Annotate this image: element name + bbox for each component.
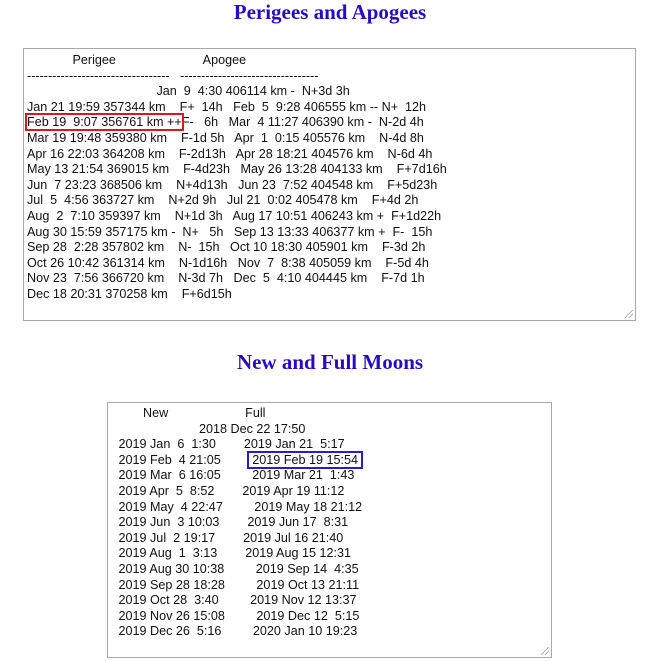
text-line: Oct 26 10:42 361314 km N-1d16h Nov 7 8:3… bbox=[27, 255, 429, 270]
text-line: 2019 Dec 26 5:16 2020 Jan 10 19:23 bbox=[108, 624, 358, 639]
text-line: 2019 Oct 28 3:40 2019 Nov 12 13:37 bbox=[108, 593, 357, 608]
text-line: 2019 Aug 30 10:38 2019 Sep 14 4:35 bbox=[108, 561, 359, 576]
line-rest: F- 6h Mar 4 11:27 406390 km - N-2d 4h bbox=[181, 115, 424, 130]
text-line: 2019 Jul 2 19:17 2019 Jul 16 21:40 bbox=[108, 530, 344, 545]
perigees-apogees-title: Perigees and Apogees bbox=[233, 0, 427, 24]
text-line: Sep 28 2:28 357802 km N- 15h Oct 10 18:3… bbox=[27, 240, 426, 255]
text-line: Nov 23 7:56 366720 km N-3d 7h Dec 5 4:10… bbox=[27, 271, 425, 286]
text-line: 2019 Apr 5 8:52 2019 Apr 19 11:12 bbox=[108, 483, 345, 498]
text-line: Jun 7 23:23 368506 km N+4d13h Jun 23 7:5… bbox=[27, 177, 438, 192]
text-line: Aug 2 7:10 359397 km N+1d 3h Aug 17 10:5… bbox=[27, 208, 442, 223]
text-line: 2019 Feb 4 21:05 2019 Feb 19 15:54 bbox=[108, 450, 364, 469]
text-line: Dec 18 20:31 370258 km F+6d15h bbox=[27, 286, 232, 301]
highlighted-perigee: Feb 19 9:07 356761 km ++ bbox=[25, 113, 184, 132]
text-line: 2018 Dec 22 17:50 bbox=[108, 421, 306, 436]
resize-handle[interactable] bbox=[625, 310, 633, 318]
text-line: 2019 Aug 1 3:13 2019 Aug 15 12:31 bbox=[108, 546, 351, 561]
text-line: Perigee Apogee bbox=[27, 53, 247, 67]
new-full-moons-title: New and Full Moons bbox=[236, 350, 424, 374]
text-line: May 13 21:54 369015 km F-4d23h May 26 13… bbox=[27, 162, 447, 177]
text-line: Apr 16 22:03 364208 km F-2d13h Apr 28 18… bbox=[27, 146, 433, 161]
resize-handle[interactable] bbox=[541, 647, 549, 655]
text-line: Jul 5 4:56 363727 km N+2d 9h Jul 21 0:02… bbox=[27, 193, 419, 208]
text-line: 2019 Jun 3 10:03 2019 Jun 17 8:31 bbox=[108, 515, 349, 530]
text-line: 2019 Mar 6 16:05 2019 Mar 21 1:43 bbox=[108, 468, 355, 483]
text-line: Mar 19 19:48 359380 km F-1d 5h Apr 1 0:1… bbox=[27, 130, 424, 145]
text-line: New Full bbox=[108, 406, 266, 420]
text-line: 2019 Jan 6 1:30 2019 Jan 21 5:17 bbox=[108, 437, 345, 452]
text-line: ---------------------------------- -----… bbox=[27, 68, 319, 83]
text-line: Feb 19 9:07 356761 km ++F- 6h Mar 4 11:2… bbox=[25, 113, 447, 132]
text-line: Jan 21 19:59 357344 km F+ 14h Feb 5 9:28… bbox=[27, 99, 427, 114]
highlighted-full-moon: 2019 Feb 19 15:54 bbox=[246, 450, 364, 469]
text-line: Aug 30 15:59 357175 km - N+ 5h Sep 13 13… bbox=[27, 224, 433, 239]
text-line: 2019 Sep 28 18:28 2019 Oct 13 21:11 bbox=[108, 577, 360, 592]
text-line: 2019 Nov 26 15:08 2019 Dec 12 5:15 bbox=[108, 608, 360, 623]
perigee-apogee-textarea[interactable]: Perigee Apogee --------------------------… bbox=[23, 48, 636, 321]
line-prefix: 2019 Feb 4 21:05 bbox=[108, 452, 249, 467]
text-line: Jan 9 4:30 406114 km - N+3d 3h bbox=[27, 84, 350, 99]
moon-phases-textarea[interactable]: New Full 2018 Dec 22 17:50 2019 Jan 6 1:… bbox=[107, 402, 552, 658]
text-line: 2019 May 4 22:47 2019 May 18 21:12 bbox=[108, 499, 363, 514]
